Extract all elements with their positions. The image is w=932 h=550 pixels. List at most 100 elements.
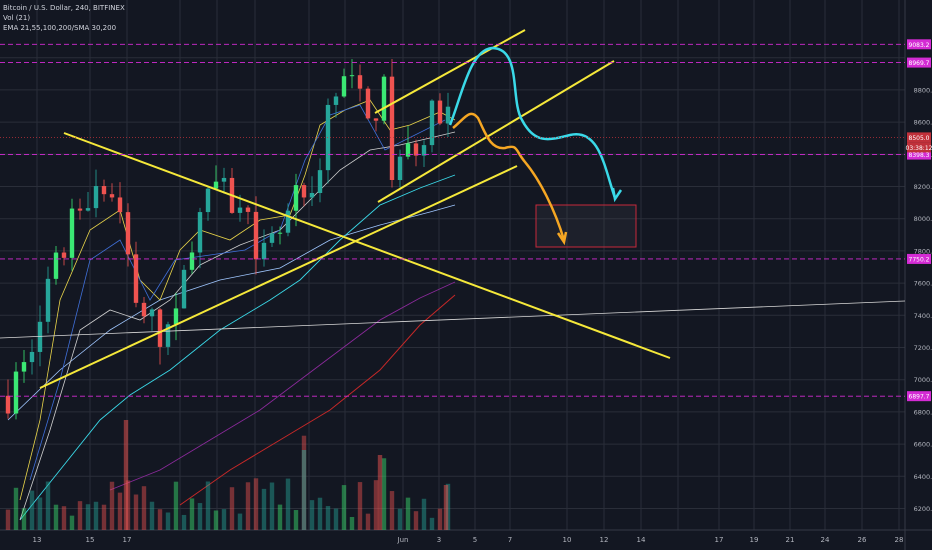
candle-body	[357, 75, 363, 89]
volume-bar	[397, 508, 403, 530]
candle-body	[237, 207, 243, 213]
volume-bar	[149, 501, 155, 530]
descending-trendline	[63, 132, 671, 359]
y-tick-label: 7400.0	[914, 312, 932, 320]
candle-body	[301, 185, 307, 198]
volume-bar	[341, 485, 347, 530]
candle-body	[69, 208, 75, 258]
volume-bar	[333, 508, 339, 530]
candle-body	[21, 362, 27, 372]
y-tick-label: 6800.0	[914, 408, 932, 416]
candle-body	[165, 324, 171, 347]
volume-bar	[45, 481, 51, 530]
x-tick-label: 3	[437, 536, 441, 544]
target-zone-box	[535, 204, 637, 248]
x-tick-label: Jun	[397, 536, 409, 544]
volume-bar	[205, 481, 211, 530]
volume-bar	[181, 514, 187, 530]
volume-bar	[301, 450, 307, 530]
volume-bar	[21, 508, 27, 530]
candle-body	[285, 210, 291, 233]
volume-bar	[277, 504, 283, 530]
volume-bar	[77, 501, 83, 530]
price-level-value: 9083.2	[909, 42, 930, 49]
price-level-value: 8969.7	[909, 60, 930, 67]
candle-body	[325, 104, 331, 171]
candle-body	[37, 321, 43, 352]
candle-body	[413, 143, 419, 156]
volume-bar	[443, 485, 449, 530]
x-tick-label: 12	[600, 536, 609, 544]
candle-body	[197, 212, 203, 253]
candle-body	[173, 308, 179, 325]
candle-body	[397, 156, 403, 180]
volume-bar	[421, 498, 427, 530]
volume-bar	[29, 490, 35, 530]
candle-body	[349, 75, 355, 77]
volume-bar	[429, 517, 435, 530]
channel-lower-line	[377, 60, 615, 203]
candle-body	[373, 118, 379, 121]
volume-bar	[357, 482, 363, 530]
volume-bar	[309, 500, 315, 530]
candle-body	[45, 278, 51, 322]
candle-body	[429, 100, 435, 146]
y-tick-label: 7000.0	[914, 376, 932, 384]
volume-bar	[293, 510, 299, 530]
x-tick-label: 14	[637, 536, 646, 544]
ascending-support-trendline	[39, 165, 518, 389]
candle-body	[333, 96, 339, 105]
candle-body	[13, 371, 19, 414]
volume-bar	[269, 482, 275, 530]
legend-title: Bitcoin / U.S. Dollar, 240, BITFINEX	[3, 4, 125, 12]
x-tick-label: 21	[786, 536, 795, 544]
long-trendline	[0, 300, 906, 339]
candle-body	[445, 106, 451, 124]
y-tick-label: 6400.0	[914, 473, 932, 481]
volume-bar	[189, 498, 195, 530]
legend-moving-averages: EMA 21,55,100,200/SMA 30,200	[3, 24, 117, 32]
candle-body	[317, 170, 323, 193]
volume-bar	[229, 487, 235, 530]
chart-legend: Bitcoin / U.S. Dollar, 240, BITFINEX Vol…	[3, 3, 125, 33]
candle-body	[293, 185, 299, 211]
x-tick-label: 7	[508, 536, 512, 544]
price-level-tag	[907, 253, 931, 264]
volume-bar	[325, 506, 331, 530]
volume-bar	[165, 512, 171, 530]
volume-bar	[117, 492, 123, 530]
volume-bar	[69, 515, 75, 530]
candle-body	[253, 211, 259, 260]
volume-bar	[101, 504, 107, 530]
volume-bar	[61, 506, 67, 530]
y-tick-label: 6600.0	[914, 441, 932, 449]
candle-body	[205, 188, 211, 213]
y-tick-label: 8000.0	[914, 215, 932, 223]
price-level-value: 6897.7	[909, 394, 930, 401]
volume-bar	[253, 478, 259, 530]
volume-bar	[389, 491, 395, 530]
volume-bar	[377, 455, 383, 530]
x-tick-label: 17	[123, 536, 132, 544]
candle-body	[5, 395, 11, 414]
ema-55-blue-line	[29, 104, 446, 481]
x-tick-label: 17	[715, 536, 724, 544]
candle-body	[93, 186, 99, 209]
candle-body	[61, 252, 67, 258]
candle-body	[189, 252, 195, 270]
y-tick-label: 7600.0	[914, 280, 932, 288]
candle-body	[109, 194, 115, 198]
y-tick-label: 7800.0	[914, 247, 932, 255]
ema-21-line	[19, 99, 456, 501]
volume-bar	[261, 488, 267, 530]
x-tick-label: 10	[563, 536, 572, 544]
candle-body	[437, 100, 443, 124]
price-level-tag	[907, 57, 931, 68]
price-level-value: 8505.0	[909, 135, 930, 142]
candle-body	[117, 197, 123, 213]
y-tick-label: 8800.0	[914, 86, 932, 94]
candle-body	[421, 145, 427, 156]
